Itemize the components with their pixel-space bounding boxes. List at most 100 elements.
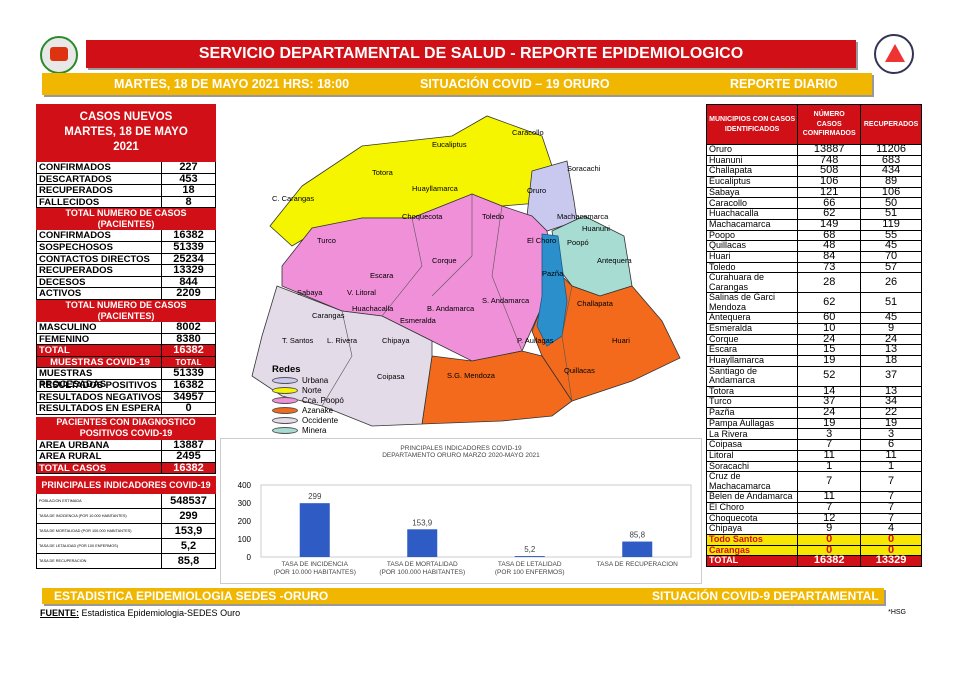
map-label: Antequera — [597, 256, 632, 265]
map-label: L. Rivera — [327, 336, 358, 345]
confirmados-value: 11 — [797, 450, 862, 462]
new-cases-table: CONFIRMADOS 227 DESCARTADOS 453 RECUPERADOS 1… — [36, 162, 216, 209]
confirmados-value: 62 — [797, 292, 862, 314]
confirmados-value: 37 — [797, 396, 862, 409]
recuperados-value: 7 — [860, 471, 922, 493]
source-note: FUENTE: Estadistica Epidemiologia-SEDES … — [40, 608, 240, 618]
map-label: Coipasa — [377, 372, 405, 381]
recuperados-value: 57 — [860, 261, 922, 274]
indicators-chart: PRINCIPALES INDICADORES COVID-19 DEPARTA… — [220, 438, 702, 584]
municipio-row: TOTAL 16382 13329 — [705, 555, 922, 567]
footer-bar: ESTADISTICA EPIDEMIOLOGIA SEDES -ORURO S… — [42, 588, 884, 604]
stat-value: 16382 — [162, 380, 216, 391]
recuperados-value: 18 — [860, 355, 922, 367]
municipio-row: Corque 24 24 — [705, 333, 922, 346]
report-type: REPORTE DIARIO — [730, 77, 838, 91]
map-label: V. Litoral — [347, 288, 376, 297]
map-label: Huayllamarca — [412, 184, 458, 193]
y-tick-label: 200 — [238, 517, 252, 526]
confirmados-value: 7 — [797, 439, 862, 451]
stat-value: 18 — [162, 185, 216, 196]
municipio-name: Caracollo — [705, 197, 799, 210]
category-label: TASA DE MORTALIDAD — [387, 561, 458, 568]
stat-row: CONFIRMADOS 227 — [36, 162, 216, 174]
municipio-name: Oruro — [705, 144, 799, 156]
chart-bar — [299, 503, 330, 557]
confirmados-value: 52 — [797, 365, 862, 387]
confirmados-value: 28 — [797, 272, 862, 294]
municipio-name: Machacamarca — [705, 218, 799, 231]
legend-item: Minera — [272, 425, 344, 435]
map-label: B. Andamarca — [427, 304, 475, 313]
municipio-row: Huayllamarca 19 18 — [705, 355, 922, 367]
stat-row: POBLACION ESTIMADA 548537 — [36, 494, 216, 510]
municipio-row: Santiago de Andamarca 52 37 — [705, 365, 922, 387]
recuperados-value: 11 — [860, 450, 922, 462]
stat-value: 8002 — [162, 322, 216, 333]
recuperados-value: 37 — [860, 365, 922, 387]
municipio-row: Curahuara de Carangas 28 26 — [705, 272, 922, 294]
footer-right: SITUACIÓN COVID-9 DEPARTAMENTAL — [652, 589, 879, 603]
stat-label: AREA RURAL — [36, 451, 162, 462]
map-label: Machacamarca — [557, 212, 609, 221]
gender-total-row: TOTAL 16382 — [36, 345, 216, 357]
stat-value: 25234 — [162, 253, 216, 265]
situation-label: SITUACIÓN COVID – 19 ORURO — [420, 77, 610, 91]
map-label: El Choro — [527, 236, 557, 245]
sedes-logo — [874, 34, 914, 74]
stat-value: 453 — [162, 173, 216, 185]
stat-row: RECUPERADOS 13329 — [36, 265, 216, 277]
map-label: Chipaya — [382, 336, 410, 345]
confirmados-value: 84 — [797, 251, 862, 263]
stat-value: 2495 — [162, 451, 216, 462]
recuperados-value: 22 — [860, 407, 922, 419]
legend-item: Azanake — [272, 405, 344, 415]
municipios-panel: MUNICIPIOS CON CASOS IDENTIFICADOS NÚMER… — [705, 104, 922, 584]
municipios-header-row: MUNICIPIOS CON CASOS IDENTIFICADOS NÚMER… — [705, 104, 922, 145]
municipio-row: Coipasa 7 6 — [705, 439, 922, 451]
map-label: T. Santos — [282, 336, 314, 345]
stat-label: TASA DE INCIDENCIA (POR 10.000 HABITANTE… — [36, 509, 162, 524]
map-label: Huanuni — [582, 224, 610, 233]
recuperados-value: 13 — [860, 385, 922, 398]
confirmados-value: 19 — [797, 418, 862, 430]
stat-value: 13887 — [162, 439, 216, 451]
totals-table: CONFIRMADOS 16382 SOSPECHOSOS 51339 CONTACTO… — [36, 230, 216, 300]
indicators-header: PRINCIPALES INDICADORES COVID-19 — [36, 476, 216, 495]
legend-label: Norte — [302, 385, 322, 395]
municipio-row: Cruz de Machacamarca 7 7 — [705, 471, 922, 493]
map-label: Huachacalla — [352, 304, 394, 313]
stat-label: RESULTADOS NEGATIVOS — [36, 391, 162, 402]
stat-label: TASA DE LETALIDAD (POR 100 ENFERMOS) — [36, 539, 162, 554]
municipio-row: Totora 14 13 — [705, 385, 922, 398]
confirmados-value: 15 — [797, 344, 862, 356]
stat-value: 299 — [162, 509, 216, 524]
stat-label: RECUPERADOS — [36, 265, 162, 276]
municipio-row: Turco 37 34 — [705, 396, 922, 409]
legend-label: Urbana — [302, 375, 329, 385]
stat-value: 0 — [162, 403, 216, 414]
municipio-name: Soracachi — [705, 460, 799, 473]
stat-row: DESCARTADOS 453 — [36, 173, 216, 186]
map-label: C. Carangas — [272, 194, 315, 203]
municipio-row: Pazña 24 22 — [705, 407, 922, 419]
stat-value: 51339 — [162, 368, 216, 379]
map-legend: Redes Urbana Norte Cca. Poopó Azanake Occide… — [272, 364, 344, 435]
stat-value: 34957 — [162, 391, 216, 403]
map-label: Sabaya — [297, 288, 323, 297]
stat-row: CONTACTOS DIRECTOS 25234 — [36, 253, 216, 266]
municipio-row: Soracachi 1 1 — [705, 460, 922, 473]
map-label: Oruro — [527, 186, 547, 195]
municipio-name: La Rivera — [705, 428, 799, 441]
municipio-name: Eucaliptus — [705, 176, 799, 188]
recuperados-value: 45 — [860, 312, 922, 324]
municipio-row: Belen de Andamarca 11 7 — [705, 491, 922, 503]
legend-label: Cca. Poopó — [302, 395, 344, 405]
map-label: Choquecota — [402, 212, 443, 221]
source-text: Estadistica Epidemiologia-SEDES Ouro — [79, 608, 241, 618]
left-logo — [40, 36, 78, 74]
stat-value: 153,9 — [162, 524, 216, 539]
bar-value-label: 85,8 — [629, 531, 645, 540]
stat-label: RECUPERADOS — [36, 185, 162, 196]
